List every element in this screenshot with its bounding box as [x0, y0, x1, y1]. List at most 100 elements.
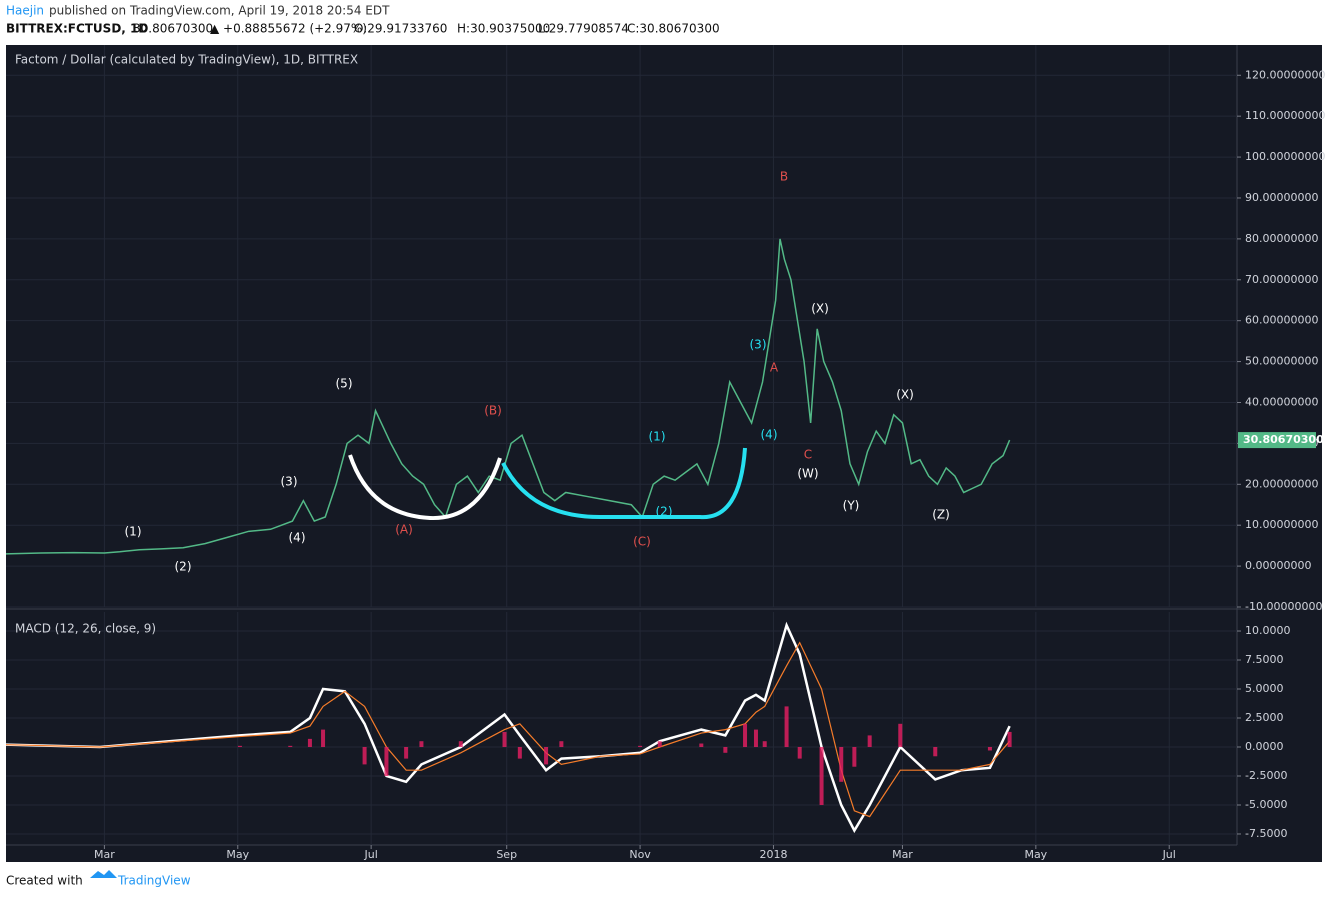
histogram-bar	[657, 741, 662, 747]
histogram-bar	[743, 723, 748, 747]
wave-label: (2)	[656, 505, 673, 519]
wave-label: (C)	[633, 535, 651, 549]
close: C:30.80670300	[627, 22, 720, 36]
annotations: (1) (2) (3) (4) (5) (A) (B) (C) (1) (2) …	[125, 170, 950, 574]
footer-text: Created with	[6, 874, 83, 888]
cup-shape	[501, 447, 747, 520]
histogram-bar	[384, 746, 389, 776]
y-tick-label: 0.00000000	[1245, 559, 1311, 572]
open: O:29.91733760	[354, 22, 447, 36]
y-tick-label: 10.00000000	[1245, 518, 1318, 531]
histogram-bar	[544, 746, 549, 765]
y-tick-label: 40.00000000	[1245, 395, 1318, 408]
histogram-bar	[797, 746, 802, 759]
wave-label: (4)	[289, 531, 306, 545]
wave-label: (4)	[761, 428, 778, 442]
series-line	[5, 238, 1011, 555]
x-tick-label: Jul	[1162, 848, 1176, 861]
wave-label: (1)	[125, 525, 142, 539]
y-tick-label: 20.00000000	[1245, 477, 1318, 490]
x-tick-label: Mar	[94, 848, 115, 861]
wave-label: (Z)	[932, 508, 950, 522]
histogram-bar	[288, 745, 293, 747]
histogram-bar	[819, 746, 824, 805]
wave-label: (1)	[649, 430, 666, 444]
histogram-bar	[458, 741, 463, 747]
price-tag-label: 30.80670300	[1243, 433, 1324, 446]
histogram-bar	[502, 731, 507, 747]
y-tick-label: 7.5000	[1245, 653, 1284, 666]
change: ▲ +0.88855672 (+2.97%)	[210, 22, 367, 36]
histogram-bar	[898, 723, 903, 747]
y-tick-label: 90.00000000	[1245, 191, 1318, 204]
histogram-bar	[987, 746, 992, 751]
histogram-bar	[362, 746, 367, 765]
histogram-bar	[867, 735, 872, 747]
y-tick-label: -2.5000	[1245, 769, 1287, 782]
y-tick-label: 70.00000000	[1245, 273, 1318, 286]
x-tick-label: Jul	[364, 848, 378, 861]
footer-brand[interactable]: TradingView	[117, 874, 191, 888]
y-tick-label: -10.00000000	[1245, 600, 1322, 613]
y-tick-label: 60.00000000	[1245, 314, 1318, 327]
x-tick-label: Nov	[629, 848, 651, 861]
wave-label: B	[780, 170, 788, 184]
x-tick-label: Mar	[892, 848, 913, 861]
y-tick-label: 80.00000000	[1245, 232, 1318, 245]
series-line	[5, 641, 1011, 818]
histogram-bar	[699, 743, 704, 747]
histogram-bar	[762, 741, 767, 747]
price-tag	[1238, 432, 1316, 449]
histogram-bar	[307, 738, 312, 747]
wave-label: (3)	[750, 338, 767, 352]
y-tick-label: 5.0000	[1245, 682, 1284, 695]
cup-shape	[348, 454, 502, 521]
histogram-bar	[237, 745, 242, 747]
histogram-bar	[852, 746, 857, 767]
histogram-bar	[933, 746, 938, 757]
wave-label: (2)	[175, 560, 192, 574]
wave-label: (A)	[395, 523, 413, 537]
histogram-bar	[784, 706, 789, 747]
wave-label: (X)	[811, 302, 829, 316]
author[interactable]: Haejin	[6, 4, 44, 18]
x-tick-label: 2018	[759, 848, 787, 861]
price: 30.80670300	[133, 22, 213, 36]
wave-label: (5)	[336, 377, 353, 391]
y-tick-label: 110.00000000	[1245, 109, 1325, 122]
y-tick-label: -7.5000	[1245, 827, 1287, 840]
wave-label: (3)	[281, 475, 298, 489]
histogram-bar	[559, 741, 564, 747]
low: L:29.77908574	[538, 22, 629, 36]
y-tick-label: 2.5000	[1245, 711, 1284, 724]
histogram-bar	[753, 729, 758, 747]
x-tick-label: May	[1024, 848, 1047, 861]
pane-title: Factom / Dollar (calculated by TradingVi…	[15, 53, 358, 67]
wave-label: (B)	[484, 404, 502, 418]
wave-label: (X)	[896, 388, 914, 402]
y-tick-label: 120.00000000	[1245, 68, 1325, 81]
series-line	[5, 621, 1011, 834]
histogram-bar	[419, 741, 424, 747]
high: H:30.90375000	[457, 22, 550, 36]
y-tick-label: -5.0000	[1245, 798, 1287, 811]
pane-title: MACD (12, 26, close, 9)	[15, 622, 156, 636]
histogram-bar	[404, 746, 409, 759]
y-tick-label: 100.00000000	[1245, 150, 1325, 163]
wave-label: (Y)	[843, 499, 860, 513]
histogram-bar	[723, 746, 728, 753]
histogram-bar	[517, 746, 522, 759]
histogram-bar	[1007, 731, 1012, 747]
wave-label: C	[804, 448, 812, 462]
y-tick-label: 50.00000000	[1245, 355, 1318, 368]
histogram-bar	[321, 729, 326, 747]
wave-label: A	[770, 361, 779, 375]
logo	[90, 870, 117, 878]
y-tick-label: 0.0000	[1245, 740, 1284, 753]
wave-label: (W)	[797, 467, 818, 481]
histogram-bar	[839, 746, 844, 782]
published: published on TradingView.com, April 19, …	[49, 4, 390, 18]
x-tick-label: May	[226, 848, 249, 861]
